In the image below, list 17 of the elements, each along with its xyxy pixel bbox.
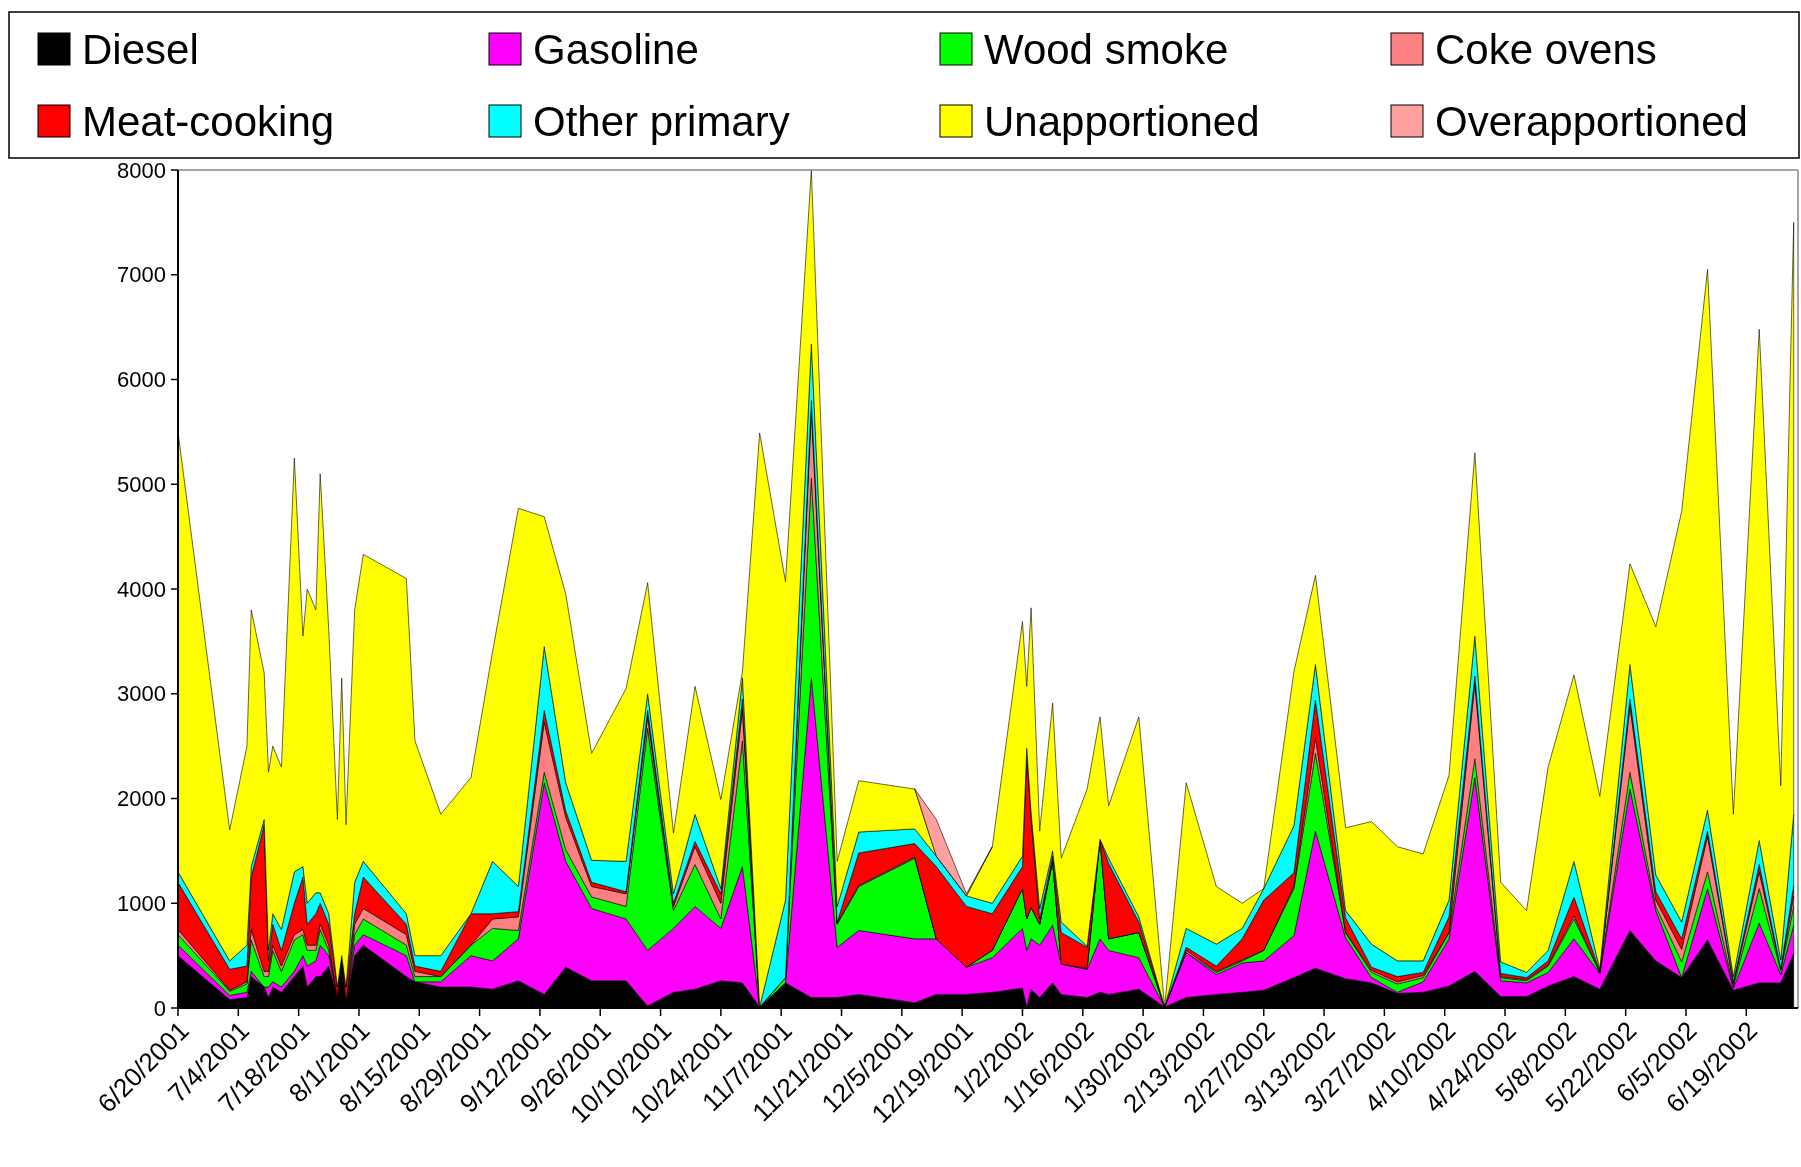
legend-label: Wood smoke	[984, 25, 1229, 73]
legend-label: Meat-cooking	[82, 97, 335, 145]
legend-label: Overapportioned	[1435, 97, 1748, 145]
legend-label: Diesel	[82, 25, 199, 73]
y-tick-label: 0	[153, 995, 166, 1021]
legend-label: Gasoline	[533, 25, 699, 73]
y-tick-label: 3000	[117, 681, 166, 707]
y-tick-label: 7000	[117, 262, 166, 288]
legend-label: Other primary	[533, 97, 790, 145]
legend-label: Coke ovens	[1435, 25, 1657, 73]
y-tick-label: 8000	[117, 157, 166, 183]
y-tick-label: 5000	[117, 471, 166, 497]
y-tick-label: 1000	[117, 890, 166, 916]
y-tick-label: 6000	[117, 367, 166, 392]
y-tick-label: 4000	[117, 576, 166, 602]
y-tick-label: 2000	[117, 786, 166, 811]
legend-label: Unapportioned	[984, 97, 1260, 145]
